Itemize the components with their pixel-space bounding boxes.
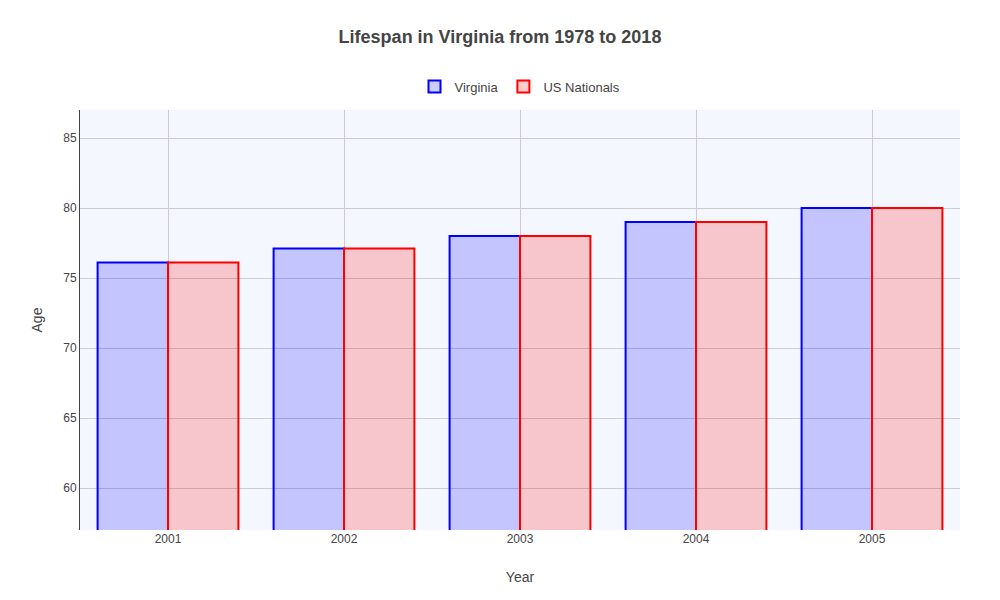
svg-text:60: 60 — [63, 481, 77, 495]
svg-text:Age: Age — [29, 307, 45, 332]
svg-text:Virginia: Virginia — [455, 80, 499, 95]
svg-text:2001: 2001 — [155, 532, 182, 546]
svg-text:Lifespan in Virginia from 1978: Lifespan in Virginia from 1978 to 2018 — [339, 27, 662, 47]
svg-text:70: 70 — [63, 341, 77, 355]
svg-text:2004: 2004 — [683, 532, 710, 546]
svg-text:2005: 2005 — [859, 532, 886, 546]
svg-text:2002: 2002 — [331, 532, 358, 546]
svg-text:2003: 2003 — [507, 532, 534, 546]
svg-text:80: 80 — [63, 201, 77, 215]
svg-text:65: 65 — [63, 411, 77, 425]
svg-text:Year: Year — [506, 569, 535, 585]
svg-text:US Nationals: US Nationals — [543, 80, 619, 95]
svg-text:85: 85 — [63, 131, 77, 145]
svg-text:75: 75 — [63, 271, 77, 285]
